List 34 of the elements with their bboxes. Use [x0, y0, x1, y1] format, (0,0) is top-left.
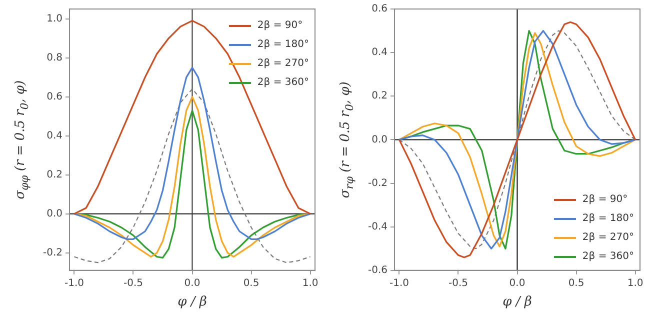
x-tick-label: 0.5 — [568, 278, 584, 289]
y-tick-label: 0.0 — [46, 208, 63, 220]
legend-label: 2β = 360° — [582, 251, 634, 262]
x-axis-title: φ / β — [502, 294, 532, 310]
legend-label: 2β = 270° — [257, 58, 309, 69]
legend-label: 2β = 180° — [257, 39, 309, 50]
x-tick-label: 1.0 — [627, 278, 644, 289]
y-tick-label: -0.2 — [368, 178, 388, 189]
legend-label: 2β = 90° — [257, 20, 303, 31]
y-tick-label: 0.2 — [372, 90, 388, 102]
y-tick-label: -0.2 — [42, 247, 63, 258]
y-tick-label: 0.0 — [372, 134, 388, 146]
y-tick-label: 0.2 — [46, 169, 63, 180]
y-tick-label: -0.4 — [368, 221, 388, 232]
y-tick-label: 0.4 — [46, 130, 63, 142]
x-tick-label: -0.5 — [123, 278, 143, 289]
x-tick-label: 0.0 — [184, 278, 200, 289]
y-tick-label: 0.8 — [46, 52, 63, 64]
x-axis-title: φ / β — [178, 294, 207, 310]
legend-label: 2β = 90° — [582, 194, 628, 205]
x-tick-label: -1.0 — [389, 278, 409, 289]
y-tick-label: -0.6 — [368, 264, 388, 276]
legend-label: 2β = 270° — [582, 232, 634, 243]
legend-label: 2β = 360° — [257, 77, 309, 88]
y-tick-label: 0.6 — [372, 4, 388, 15]
x-tick-label: -1.0 — [64, 278, 84, 289]
x-tick-label: -0.5 — [448, 278, 468, 289]
y-tick-label: 1.0 — [46, 13, 63, 24]
x-tick-label: 1.0 — [302, 278, 318, 289]
x-tick-label: 0.5 — [243, 278, 260, 289]
x-tick-label: 0.0 — [509, 278, 526, 289]
legend-label: 2β = 180° — [582, 213, 634, 224]
y-tick-label: 0.4 — [372, 47, 388, 58]
y-tick-label: 0.6 — [46, 91, 63, 102]
